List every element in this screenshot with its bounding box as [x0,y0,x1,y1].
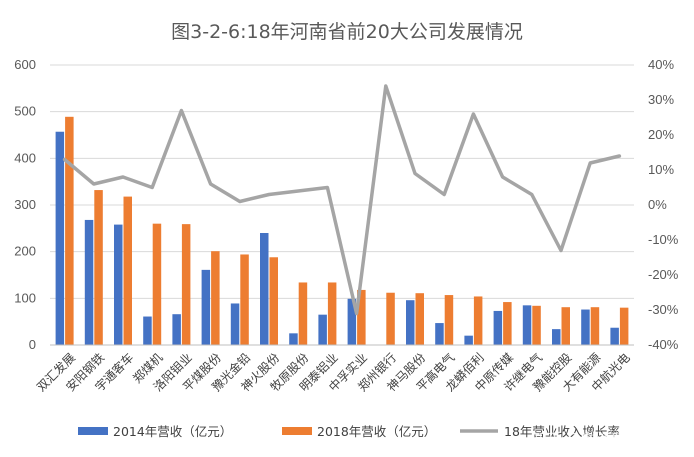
bar-2018 [298,282,308,345]
legend-label-2: 18年营业收入增长率 [504,424,620,439]
right-axis-tick-label: 40% [648,57,674,72]
bar-2014 [172,314,181,345]
bar-2018 [152,223,162,345]
bar-2014 [55,131,65,345]
bar-2014 [493,310,503,345]
bar-2014 [406,300,415,345]
bar-2014 [260,233,269,345]
bar-2014 [201,269,211,345]
bar-2018 [327,282,337,345]
bar-2018 [503,302,512,345]
legend: 2014年营收（亿元） 2018年营收（亿元） 18年营业收入增长率 [78,424,620,439]
bar-2018 [181,224,191,345]
growth-line-series [62,84,622,316]
right-axis-tick-label: -30% [648,302,679,317]
bar-2018 [444,295,454,345]
bar-2018 [211,251,220,345]
bar-2018 [619,307,629,345]
left-axis-tick-label: 400 [14,150,36,165]
bar-2018 [240,254,249,345]
bar-2014 [610,327,619,345]
bars [55,116,629,345]
growth-rate-line [62,84,622,316]
bar-2018 [415,293,424,345]
bar-2014 [289,333,298,345]
bar-2014 [230,303,240,345]
bar-2014 [143,316,152,345]
bar-2018 [532,305,541,345]
bar-2018 [590,307,600,345]
bar-2014 [114,224,123,345]
bar-2018 [65,116,74,345]
legend-swatch-0 [78,427,108,435]
right-axis-tick-label: 0% [648,197,667,212]
chart-title: 图3-2-6:18年河南省前20大公司发展情况 [171,21,523,43]
axes: 0 100 200 300 400 500 600 -40% -30% -20% -10% 0% 10%… [14,57,678,352]
bar-2014 [522,305,532,345]
bar-2014 [581,309,590,345]
bar-2014 [84,219,94,345]
right-axis-tick-label: -20% [648,267,679,282]
legend-label-0: 2014年营收（亿元） [113,424,232,439]
left-axis-tick-label: 100 [14,290,36,305]
right-axis-tick-label: 10% [648,162,674,177]
left-axis-tick-label: 600 [14,57,36,72]
right-axis-tick-label: -40% [648,337,679,352]
left-axis-tick-label: 200 [14,244,36,259]
left-axis-tick-label: 500 [14,104,36,119]
bar-2014 [318,314,327,345]
bar-2018 [473,296,483,345]
right-axis-tick-label: 20% [648,127,674,142]
bar-2018 [357,289,366,345]
bar-2018 [269,257,278,345]
bar-2014 [464,335,473,345]
watermark: 知乎 @数海听涛 [532,430,642,448]
bar-2018 [561,307,570,345]
legend-swatch-1 [282,427,312,435]
bar-2014 [552,329,561,345]
left-axis-tick-label: 0 [29,337,36,352]
bar-2018 [123,196,132,345]
bar-2018 [94,190,103,345]
right-axis-tick-label: -10% [648,232,679,247]
legend-label-1: 2018年营收（亿元） [317,424,436,439]
bar-2018 [386,292,395,345]
right-axis-tick-label: 30% [648,92,674,107]
bar-2014 [347,298,357,345]
left-axis-tick-label: 300 [14,197,36,212]
bar-2014 [435,323,444,345]
